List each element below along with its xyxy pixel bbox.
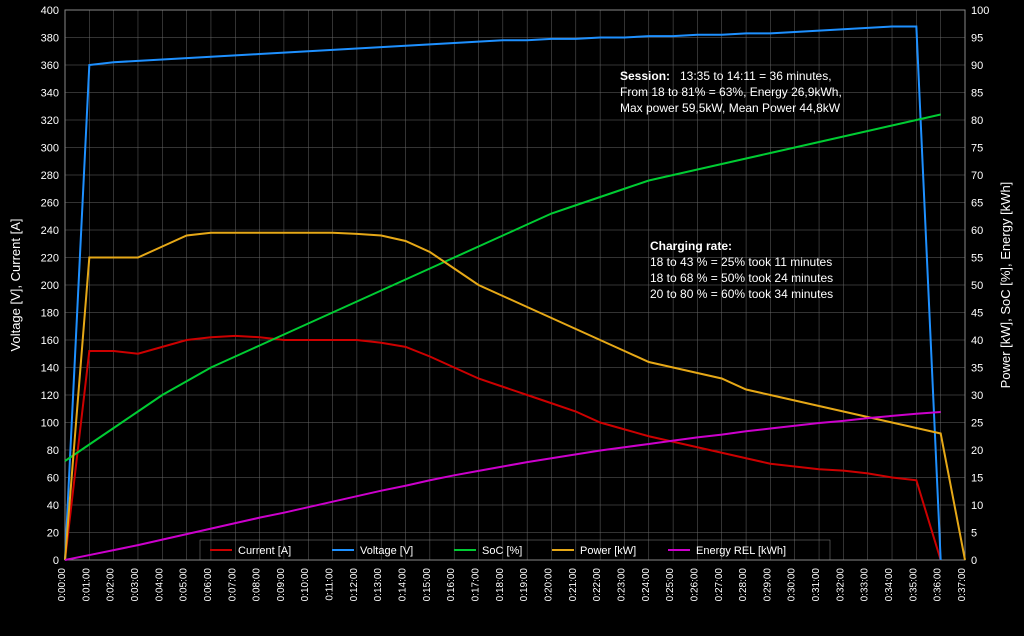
x-tick: 0:07:00 [227, 568, 238, 602]
x-tick: 0:31:00 [811, 568, 822, 602]
yright-tick: 10 [971, 500, 983, 512]
yleft-tick: 80 [47, 445, 59, 457]
yleft-tick: 60 [47, 473, 59, 485]
yright-tick: 55 [971, 253, 983, 265]
x-tick: 0:24:00 [641, 568, 652, 602]
yright-tick: 75 [971, 143, 983, 155]
yleft-tick: 320 [41, 115, 59, 127]
x-tick: 0:04:00 [154, 568, 165, 602]
x-tick: 0:28:00 [738, 568, 749, 602]
x-tick: 0:09:00 [276, 568, 287, 602]
yleft-tick: 400 [41, 5, 59, 17]
yleft-tick: 160 [41, 335, 59, 347]
yright-tick: 25 [971, 418, 983, 430]
rate-title: Charging rate: [650, 239, 732, 253]
yleft-tick: 180 [41, 308, 59, 320]
yleft-tick: 120 [41, 390, 59, 402]
yleft-tick: 100 [41, 418, 59, 430]
x-tick: 0:13:00 [373, 568, 384, 602]
yright-label: Power [kW], SoC [%], Energy [kWh] [998, 182, 1013, 389]
yright-tick: 15 [971, 473, 983, 485]
rate-line: 18 to 43 % = 25% took 11 minutes [650, 255, 832, 269]
yright-tick: 50 [971, 280, 983, 292]
yright-tick: 45 [971, 308, 983, 320]
x-tick: 0:22:00 [592, 568, 603, 602]
yright-tick: 85 [971, 88, 983, 100]
yright-tick: 20 [971, 445, 983, 457]
x-tick: 0:27:00 [714, 568, 725, 602]
line-chart: 0204060801001201401601802002202402602803… [0, 0, 1024, 636]
x-tick: 0:10:00 [300, 568, 311, 602]
x-tick: 0:18:00 [495, 568, 506, 602]
x-tick: 0:03:00 [130, 568, 141, 602]
x-tick: 0:16:00 [446, 568, 457, 602]
yright-tick: 30 [971, 390, 983, 402]
x-tick: 0:19:00 [519, 568, 530, 602]
yleft-tick: 220 [41, 253, 59, 265]
x-tick: 0:37:00 [957, 568, 968, 602]
session-line: Max power 59,5kW, Mean Power 44,8kW [620, 101, 841, 115]
legend-label: SoC [%] [482, 545, 522, 557]
yleft-tick: 140 [41, 363, 59, 375]
yright-tick: 65 [971, 198, 983, 210]
x-tick: 0:35:00 [908, 568, 919, 602]
x-tick: 0:21:00 [568, 568, 579, 602]
x-tick: 0:15:00 [422, 568, 433, 602]
yleft-tick: 380 [41, 33, 59, 45]
yright-tick: 80 [971, 115, 983, 127]
yright-tick: 35 [971, 363, 983, 375]
rate-line: 20 to 80 % = 60% took 34 minutes [650, 287, 833, 301]
session-title: Session: [620, 69, 670, 83]
x-tick: 0:23:00 [616, 568, 627, 602]
x-tick: 0:34:00 [884, 568, 895, 602]
x-tick: 0:12:00 [349, 568, 360, 602]
legend-label: Current [A] [238, 545, 291, 557]
x-tick: 0:14:00 [398, 568, 409, 602]
yright-tick: 95 [971, 33, 983, 45]
x-tick: 0:36:00 [933, 568, 944, 602]
legend-label: Voltage [V] [360, 545, 413, 557]
rate-line: 18 to 68 % = 50% took 24 minutes [650, 271, 833, 285]
session-line: From 18 to 81% = 63%, Energy 26,9kWh, [620, 85, 842, 99]
x-tick: 0:05:00 [179, 568, 190, 602]
x-tick: 0:33:00 [860, 568, 871, 602]
yleft-tick: 260 [41, 198, 59, 210]
yleft-tick: 280 [41, 170, 59, 182]
x-tick: 0:25:00 [665, 568, 676, 602]
legend-label: Power [kW] [580, 545, 636, 557]
yright-tick: 60 [971, 225, 983, 237]
yleft-tick: 200 [41, 280, 59, 292]
yright-tick: 40 [971, 335, 983, 347]
x-tick: 0:01:00 [81, 568, 92, 602]
yleft-tick: 240 [41, 225, 59, 237]
yright-tick: 100 [971, 5, 989, 17]
x-tick: 0:02:00 [106, 568, 117, 602]
session-line: 13:35 to 14:11 = 36 minutes, [680, 69, 832, 83]
yright-tick: 0 [971, 555, 977, 567]
yright-tick: 90 [971, 60, 983, 72]
yleft-tick: 40 [47, 500, 59, 512]
yleft-tick: 300 [41, 143, 59, 155]
yright-tick: 70 [971, 170, 983, 182]
x-tick: 0:29:00 [762, 568, 773, 602]
x-tick: 0:26:00 [689, 568, 700, 602]
x-tick: 0:20:00 [543, 568, 554, 602]
x-tick: 0:08:00 [252, 568, 263, 602]
x-tick: 0:30:00 [787, 568, 798, 602]
yleft-label: Voltage [V], Current [A] [8, 219, 23, 352]
legend-label: Energy REL [kWh] [696, 545, 786, 557]
x-tick: 0:06:00 [203, 568, 214, 602]
yleft-tick: 340 [41, 88, 59, 100]
yright-tick: 5 [971, 528, 977, 540]
yleft-tick: 360 [41, 60, 59, 72]
x-tick: 0:11:00 [325, 568, 336, 601]
x-tick: 0:17:00 [471, 568, 482, 602]
yleft-tick: 0 [53, 555, 59, 567]
x-tick: 0:00:00 [57, 568, 68, 602]
yleft-tick: 20 [47, 528, 59, 540]
x-tick: 0:32:00 [835, 568, 846, 602]
